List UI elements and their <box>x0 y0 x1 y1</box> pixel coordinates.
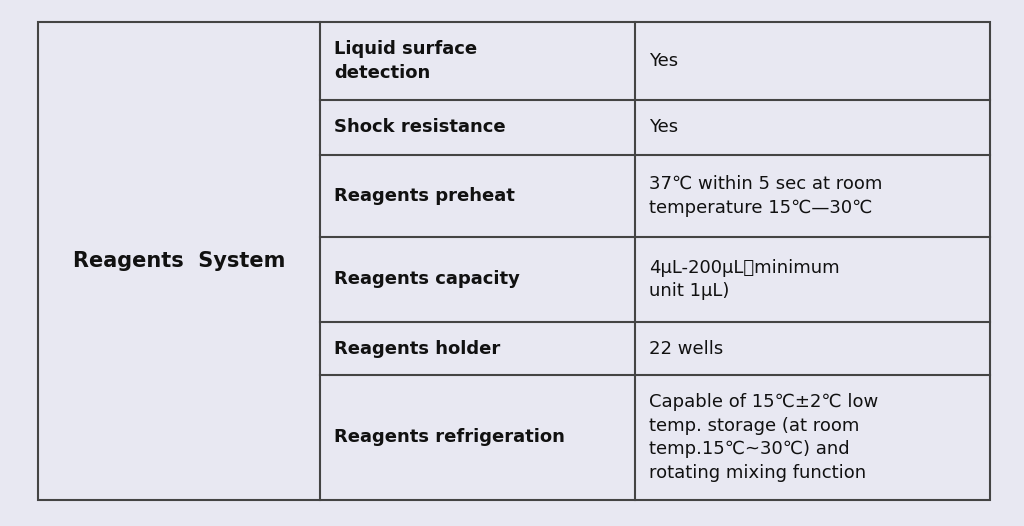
Text: Yes: Yes <box>649 52 678 70</box>
Text: 4μL-200μL（minimum
unit 1μL): 4μL-200μL（minimum unit 1μL) <box>649 259 840 300</box>
Text: Yes: Yes <box>649 118 678 137</box>
Text: Shock resistance: Shock resistance <box>334 118 506 137</box>
Text: 37℃ within 5 sec at room
temperature 15℃—30℃: 37℃ within 5 sec at room temperature 15℃… <box>649 175 883 217</box>
Text: Reagents preheat: Reagents preheat <box>334 187 515 205</box>
Text: 22 wells: 22 wells <box>649 339 723 358</box>
Text: Reagents holder: Reagents holder <box>334 339 501 358</box>
Text: Reagents refrigeration: Reagents refrigeration <box>334 429 565 447</box>
Text: Reagents  System: Reagents System <box>73 251 286 271</box>
Text: Capable of 15℃±2℃ low
temp. storage (at room
temp.15℃~30℃) and
rotating mixing f: Capable of 15℃±2℃ low temp. storage (at … <box>649 393 879 482</box>
Text: Liquid surface
detection: Liquid surface detection <box>334 40 477 82</box>
Text: Reagents capacity: Reagents capacity <box>334 270 520 288</box>
